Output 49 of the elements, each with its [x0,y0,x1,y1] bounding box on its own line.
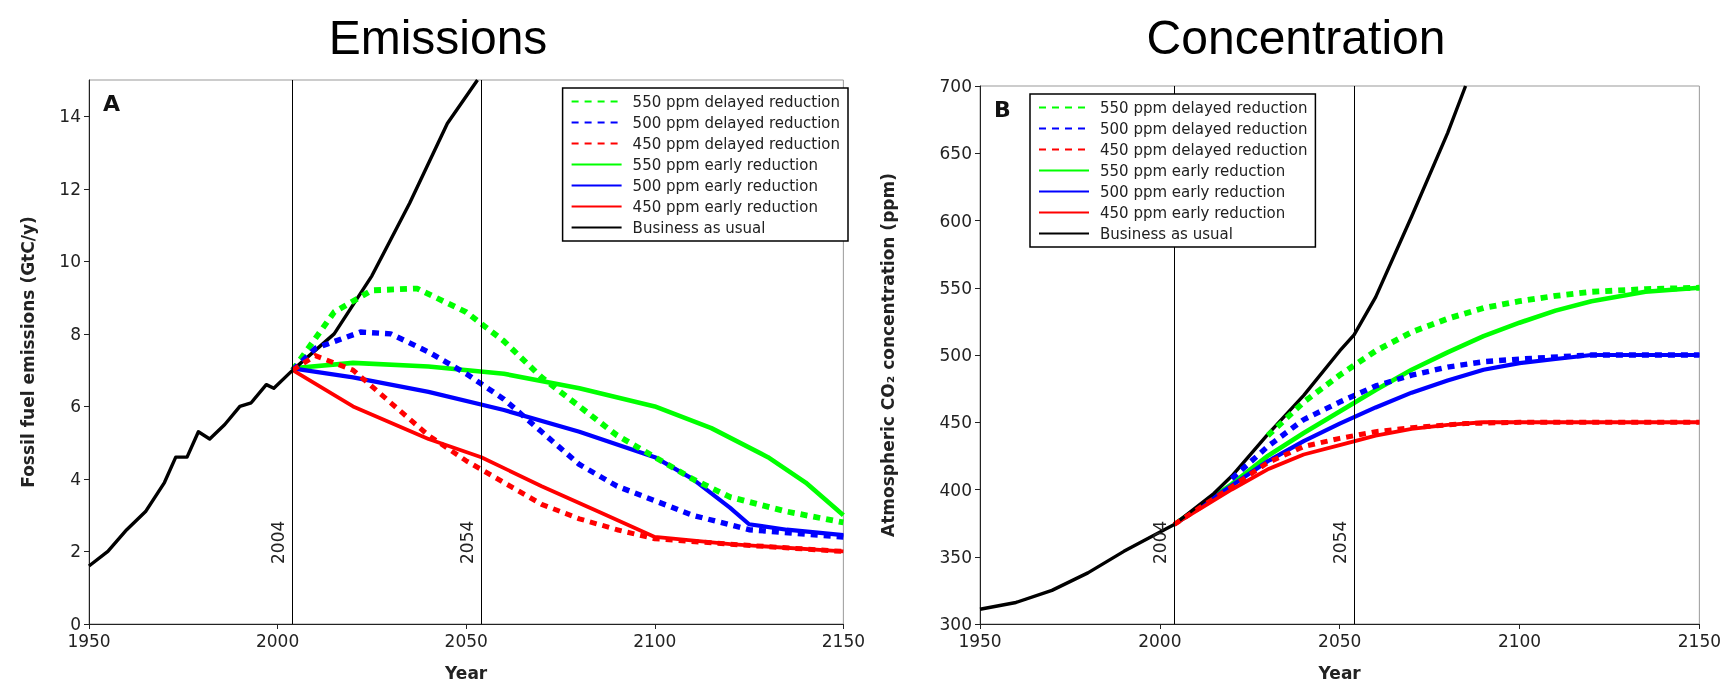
x-tick-label: 2050 [444,630,488,651]
legend-label: 450 ppm early reduction [1100,203,1286,222]
legend-label: 500 ppm early reduction [1100,182,1286,201]
y-tick-label: 650 [939,143,972,164]
ref-line-label: 2054 [456,520,477,564]
legend-label: Business as usual [632,218,766,237]
annotation: A [103,90,121,116]
y-tick-label: 8 [70,323,81,344]
legend-label: 550 ppm early reduction [1100,161,1286,180]
y-tick-label: 550 [939,277,972,298]
y-tick-label: 450 [939,412,972,433]
legend-label: 450 ppm delayed reduction [1100,140,1308,159]
y-tick-label: 4 [70,468,81,489]
x-tick-label: 2050 [1318,630,1362,651]
legend-label: 450 ppm delayed reduction [632,134,841,153]
legend-label: 550 ppm delayed reduction [1100,98,1308,117]
x-tick-label: 2150 [821,630,865,651]
ref-line-label: 2004 [268,520,289,564]
y-tick-label: 400 [939,479,972,500]
y-tick-label: 500 [939,345,972,365]
ref-line-label: 2054 [1329,520,1350,564]
y-tick-label: 600 [939,210,972,231]
chart-title: Concentration [1146,10,1446,64]
x-tick-label: 2150 [1677,630,1721,651]
y-axis-title: Atmospheric CO₂ concentration (ppm) [877,173,898,537]
annotation: B [994,96,1011,122]
y-tick-label: 350 [939,546,972,567]
x-axis-title: Year [1317,662,1362,683]
x-tick-label: 2100 [633,630,677,651]
legend-label: 450 ppm early reduction [632,197,818,216]
y-axis-title: Fossil fuel emissions (GtC/y) [17,216,38,488]
y-tick-label: 14 [59,106,81,127]
y-tick-label: 12 [59,178,81,199]
chart-title: Emissions [328,10,548,64]
y-tick-label: 2 [70,541,81,562]
legend-label: 550 ppm early reduction [632,155,818,174]
y-tick-label: 6 [70,396,81,417]
x-axis-title: Year [444,662,488,683]
legend-label: 550 ppm delayed reduction [632,92,841,111]
x-tick-label: 2100 [1497,630,1542,651]
legend-label: 500 ppm delayed reduction [632,113,841,132]
y-tick-label: 700 [939,76,972,96]
legend-label: 500 ppm early reduction [632,176,818,195]
x-tick-label: 2000 [1138,630,1182,651]
legend-label: Business as usual [1100,224,1233,243]
ref-line-label: 2004 [1149,520,1170,564]
x-tick-label: 2000 [255,630,300,651]
y-tick-label: 10 [59,251,81,272]
legend-label: 500 ppm delayed reduction [1100,119,1308,138]
